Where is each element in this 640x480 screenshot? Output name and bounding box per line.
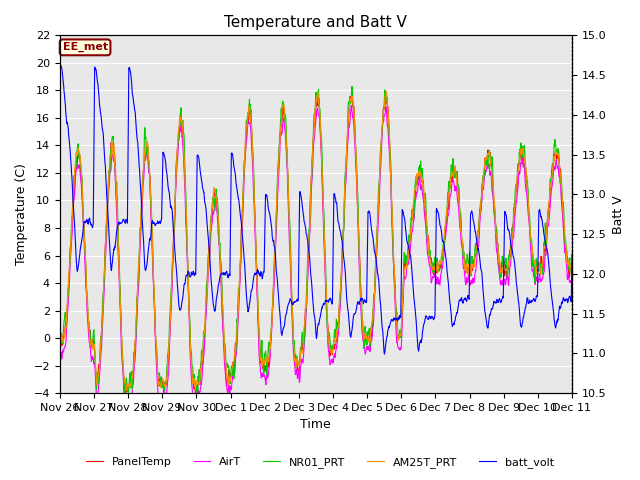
Line: PanelTemp: PanelTemp	[60, 96, 572, 395]
NR01_PRT	[508, 225, 516, 231]
batt_volt	[463, 298, 470, 303]
NR01_PRT	[227, 363, 235, 369]
AM25T_PRT	[508, 235, 516, 241]
AM25T_PRT	[382, 88, 390, 94]
PanelTemp	[227, 373, 235, 379]
Legend: PanelTemp, AirT, NR01_PRT, AM25T_PRT, batt_volt: PanelTemp, AirT, NR01_PRT, AM25T_PRT, ba…	[81, 452, 559, 472]
batt_volt	[170, 233, 177, 239]
AM25T_PRT	[122, 387, 130, 393]
Y-axis label: Batt V: Batt V	[612, 195, 625, 234]
AirT	[508, 247, 516, 252]
PanelTemp	[382, 93, 390, 99]
X-axis label: Time: Time	[301, 419, 332, 432]
Title: Temperature and Batt V: Temperature and Batt V	[225, 15, 407, 30]
PanelTemp	[191, 392, 199, 397]
Text: EE_met: EE_met	[63, 42, 108, 52]
NR01_PRT	[170, 226, 178, 232]
Line: AirT: AirT	[60, 106, 572, 403]
AirT	[463, 275, 470, 280]
AirT	[227, 386, 235, 392]
batt_volt	[508, 244, 515, 250]
PanelTemp	[56, 333, 63, 339]
batt_volt	[396, 316, 403, 322]
AirT	[396, 347, 404, 353]
batt_volt	[381, 351, 388, 357]
AirT	[170, 243, 177, 249]
AirT	[191, 400, 198, 406]
PanelTemp	[508, 234, 516, 240]
AM25T_PRT	[170, 221, 178, 227]
AM25T_PRT	[568, 271, 576, 277]
NR01_PRT	[56, 351, 63, 357]
NR01_PRT	[463, 261, 470, 266]
Line: AM25T_PRT: AM25T_PRT	[60, 91, 572, 390]
AM25T_PRT	[157, 383, 165, 388]
AM25T_PRT	[396, 331, 404, 337]
NR01_PRT	[348, 84, 356, 89]
NR01_PRT	[568, 267, 576, 273]
AirT	[157, 394, 165, 400]
AM25T_PRT	[227, 372, 235, 377]
AM25T_PRT	[463, 264, 470, 269]
batt_volt	[568, 251, 576, 257]
PanelTemp	[568, 260, 576, 266]
batt_volt	[157, 217, 165, 223]
Y-axis label: Temperature (C): Temperature (C)	[15, 163, 28, 265]
batt_volt	[227, 181, 235, 187]
AirT	[568, 279, 576, 285]
PanelTemp	[396, 331, 404, 337]
NR01_PRT	[396, 329, 404, 335]
PanelTemp	[170, 235, 177, 240]
AirT	[56, 354, 63, 360]
Line: NR01_PRT: NR01_PRT	[60, 86, 572, 396]
PanelTemp	[157, 384, 165, 389]
NR01_PRT	[157, 377, 165, 383]
AM25T_PRT	[56, 335, 63, 341]
NR01_PRT	[121, 393, 129, 399]
Line: batt_volt: batt_volt	[60, 64, 572, 354]
batt_volt	[56, 61, 63, 67]
PanelTemp	[463, 264, 470, 269]
AirT	[348, 103, 355, 108]
